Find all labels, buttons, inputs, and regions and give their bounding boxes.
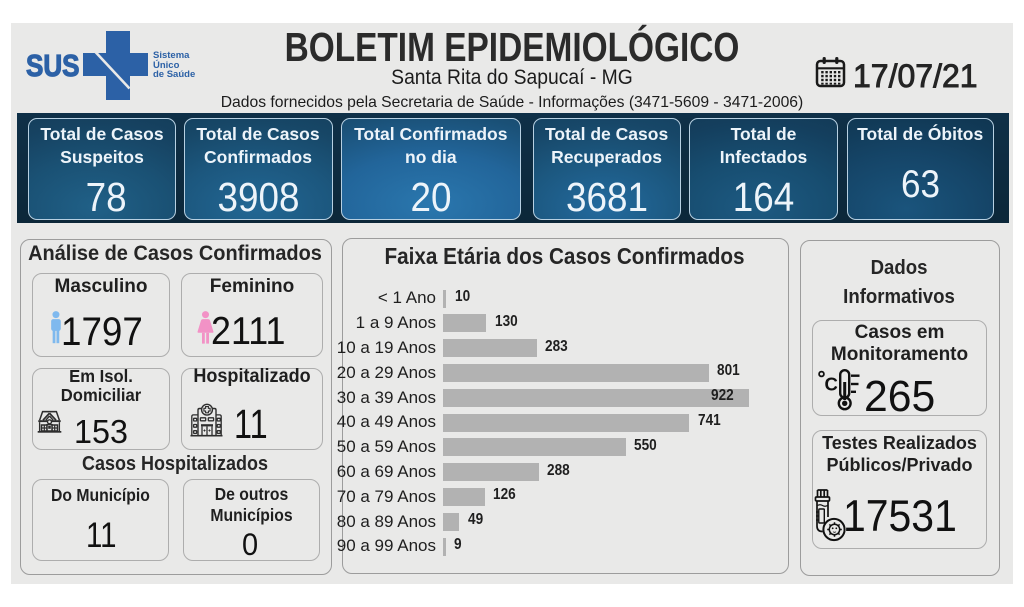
svg-text:C: C <box>825 374 838 395</box>
